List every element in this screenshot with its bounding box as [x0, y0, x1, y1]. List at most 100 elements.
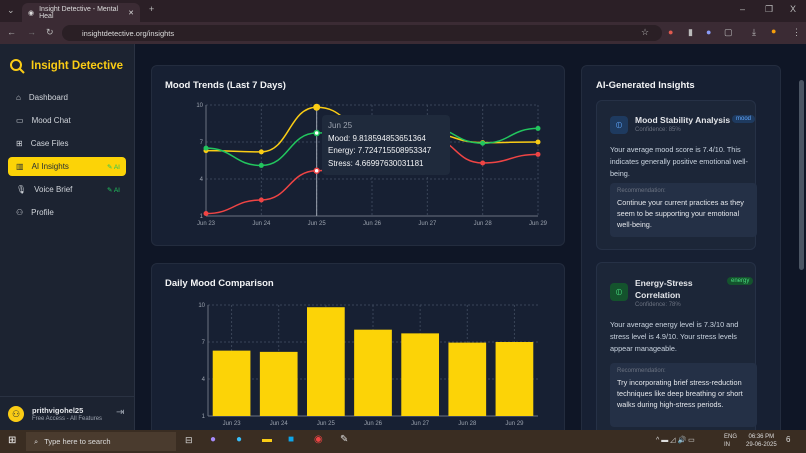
x-tick-label: Jun 24: [252, 221, 271, 227]
nav-label: Mood Chat: [31, 116, 71, 125]
new-tab-button[interactable]: +: [149, 4, 155, 14]
mood-trends-title: Mood Trends (Last 7 Days): [165, 80, 286, 91]
daily-mood-title: Daily Mood Comparison: [165, 278, 274, 289]
recommendation-box: Recommendation: Continue your current pr…: [610, 183, 757, 237]
lang-region: IN: [724, 442, 730, 448]
tab-title: Insight Detective - Mental Heal: [39, 5, 119, 20]
x-tick-label: Jun 25: [308, 221, 327, 227]
user-icon: ⚇: [16, 208, 24, 217]
sidebar-item-dashboard[interactable]: ⌂ Dashboard: [8, 88, 126, 107]
copilot-icon[interactable]: ●: [210, 434, 217, 445]
close-window-button[interactable]: X: [790, 4, 797, 14]
search-placeholder: Type here to search: [44, 437, 111, 446]
nav-label: AI Insights: [31, 162, 69, 171]
sidebar-item-profile[interactable]: ⚇ Profile: [8, 203, 126, 222]
date: 29-06-2025: [746, 442, 777, 448]
sidebar-item-case-files[interactable]: ⊞ Case Files: [8, 134, 126, 153]
insight-card-mood: ⦶ Mood Stability Analysis mood Confidenc…: [596, 100, 757, 250]
page-scrollbar[interactable]: [799, 80, 804, 270]
y-tick-label: 1: [200, 214, 204, 220]
browser-tab-bar: ⌄ ◉ Insight Detective - Mental Heal ✕ + …: [0, 0, 806, 22]
close-tab-icon[interactable]: ✕: [128, 9, 134, 17]
data-point-mood: [313, 103, 321, 111]
back-icon[interactable]: ←: [7, 27, 16, 37]
sidebar-item-ai-insights[interactable]: ▥ AI Insights ✎ AI: [8, 157, 126, 176]
minimize-button[interactable]: –: [740, 4, 746, 14]
search-icon: ⌕: [34, 436, 39, 446]
download-icon[interactable]: ⤓: [752, 27, 756, 37]
nav-label: Profile: [31, 208, 54, 217]
maximize-button[interactable]: ❐: [765, 4, 774, 14]
tooltip-mood: Mood: 9.818594853651364: [328, 133, 426, 143]
profile-avatar-icon[interactable]: ●: [771, 26, 777, 36]
data-point-stress: [258, 197, 264, 203]
chrome-icon[interactable]: ◉: [314, 434, 323, 445]
sidebar-item-voice-brief[interactable]: 🎙 Voice Brief ✎ AI: [8, 180, 126, 199]
home-icon: ⌂: [16, 93, 21, 102]
windows-start-icon[interactable]: ⊞: [8, 435, 17, 446]
x-tick-label: Jun 29: [529, 221, 548, 227]
task-view-icon[interactable]: ⊟: [185, 435, 193, 445]
extension-icon[interactable]: ●: [706, 27, 712, 37]
sidebar: Insight Detective ⌂ Dashboard ▭ Mood Chat …: [0, 44, 135, 430]
nav-label: Dashboard: [28, 93, 68, 102]
system-tray-icons[interactable]: ^ ▬ ◿ 🔊 ▭: [656, 437, 695, 444]
language-indicator[interactable]: ENG IN: [724, 433, 737, 449]
book-icon: ⊞: [16, 139, 23, 148]
outlook-icon[interactable]: ■: [288, 434, 295, 445]
clock[interactable]: 06:36 PM 29-06-2025: [746, 433, 777, 449]
url-text: insightdetective.org/insights: [82, 28, 175, 38]
menu-icon[interactable]: ⋮: [792, 27, 801, 37]
app-icon[interactable]: ✎: [340, 434, 349, 445]
reload-icon[interactable]: ↻: [46, 27, 54, 37]
user-plan: Free Access - All Features: [32, 416, 103, 422]
data-point-energy: [258, 162, 264, 168]
bar: [495, 342, 534, 416]
x-tick-label: Jun 25: [317, 421, 336, 427]
browser-tab[interactable]: ◉ Insight Detective - Mental Heal ✕: [22, 3, 140, 22]
magnifier-icon: [10, 59, 25, 74]
compass-icon: ⦶: [610, 283, 628, 301]
notification-icon[interactable]: 6: [786, 435, 791, 444]
file-explorer-icon[interactable]: ▬: [262, 434, 272, 445]
insight-card-energy: ⦶ Energy-Stress Correlation energy Confi…: [596, 262, 757, 442]
tab-search-icon[interactable]: ⌄: [7, 5, 15, 15]
compass-icon: ⦶: [610, 116, 628, 134]
x-tick-label: Jun 27: [411, 421, 430, 427]
logout-icon[interactable]: ⇥: [116, 407, 125, 418]
insight-confidence: Confidence: 85%: [635, 127, 681, 133]
y-tick-label: 10: [198, 303, 205, 309]
x-tick-label: Jun 28: [458, 421, 477, 427]
insight-title: Mood Stability Analysis: [635, 115, 731, 125]
forward-icon[interactable]: →: [27, 27, 36, 37]
daily-mood-card: Daily Mood Comparison 1 4 7 10 Jun 23 Jun 24 J…: [151, 263, 565, 443]
recommendation-text: Continue your current practices as they …: [617, 198, 744, 229]
taskbar-search[interactable]: ⌕ Type here to search: [26, 432, 176, 451]
bar: [448, 342, 487, 416]
time: 06:36 PM: [748, 434, 775, 440]
edge-icon[interactable]: ●: [236, 434, 243, 445]
brand-logo[interactable]: Insight Detective: [9, 58, 123, 74]
bar: [307, 307, 345, 416]
data-point-mood: [258, 149, 264, 155]
bar: [212, 350, 251, 416]
bookmark-star-icon[interactable]: ☆: [641, 27, 650, 37]
insight-tag: mood: [732, 115, 756, 123]
insight-confidence: Confidence: 78%: [635, 302, 681, 308]
insight-title: Energy-Stress Correlation: [635, 278, 693, 300]
data-point-energy: [203, 145, 209, 151]
y-tick-label: 1: [202, 414, 206, 420]
sidebar-item-mood-chat[interactable]: ▭ Mood Chat: [8, 111, 126, 130]
x-tick-label: Jun 24: [270, 421, 289, 427]
data-point-stress: [203, 211, 209, 217]
taskbar: ⊞ ⌕ Type here to search ⊟ ● ● ▬ ■ ◉ ✎ ^ ▬…: [0, 430, 806, 453]
mic-icon: 🎙: [16, 185, 27, 194]
url-input[interactable]: insightdetective.org/insights: [62, 25, 662, 41]
ai-badge: ✎ AI: [106, 186, 120, 194]
extension-icon[interactable]: ●: [668, 27, 674, 37]
extensions-puzzle-icon[interactable]: ▢: [724, 27, 733, 37]
x-tick-label: Jun 29: [505, 421, 524, 427]
extension-icon[interactable]: ▮: [688, 27, 693, 37]
nav-label: Case Files: [30, 139, 69, 148]
daily-mood-chart[interactable]: 1 4 7 10 Jun 23 Jun 24 Jun 25 Jun 26 Jun 27 Jun 2…: [152, 264, 566, 444]
